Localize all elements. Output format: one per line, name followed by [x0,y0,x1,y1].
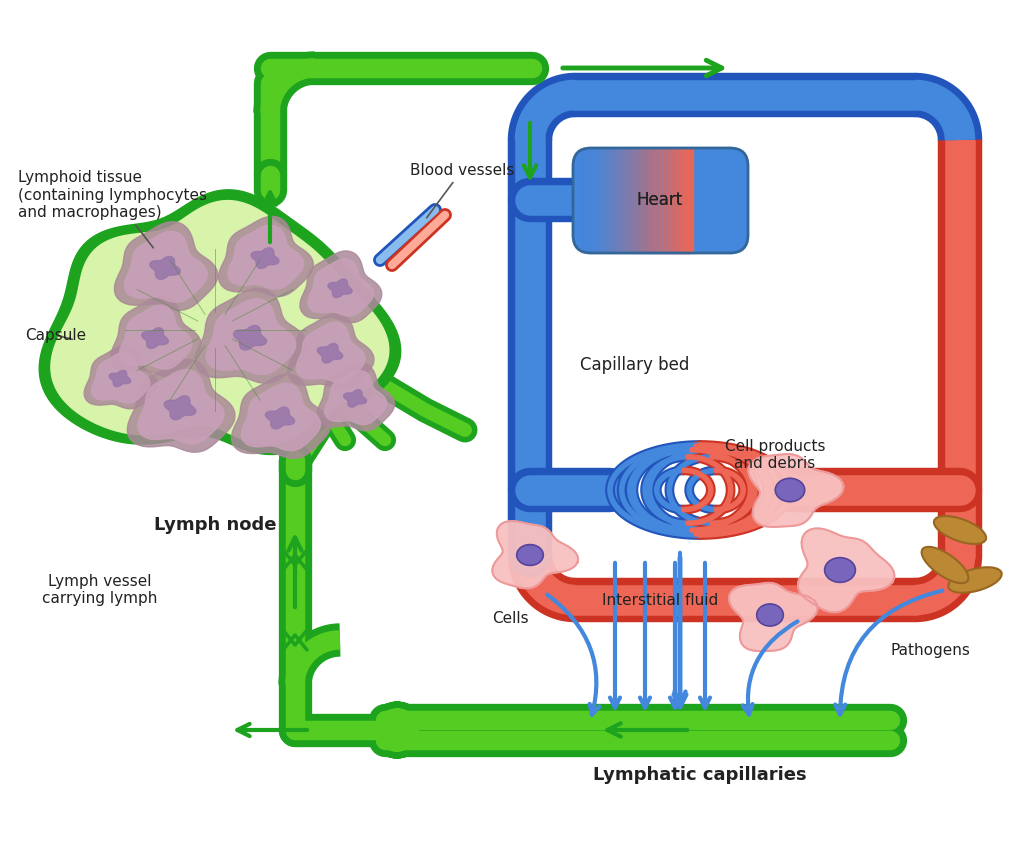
Ellipse shape [775,479,805,501]
Polygon shape [798,529,894,612]
Bar [585,148,591,253]
Polygon shape [91,352,150,403]
Bar [589,148,595,253]
Bar [679,148,685,253]
Polygon shape [164,396,196,420]
Text: Capillary bed: Capillary bed [580,356,689,374]
Polygon shape [288,313,374,390]
Text: Lymphoid tissue
(containing lymphocytes
and macrophages): Lymphoid tissue (containing lymphocytes … [18,170,207,248]
Polygon shape [219,216,313,296]
Polygon shape [120,305,191,369]
Text: Heart: Heart [637,191,683,209]
Polygon shape [231,374,331,458]
Polygon shape [242,383,321,451]
Polygon shape [317,343,343,363]
Text: Lymphatic capillaries: Lymphatic capillaries [593,766,807,784]
Polygon shape [196,288,307,383]
Polygon shape [115,222,218,310]
Text: Pathogens: Pathogens [890,643,970,657]
Bar [621,148,626,253]
Polygon shape [749,454,844,527]
Text: Interstitial fluid: Interstitial fluid [602,593,718,607]
Ellipse shape [948,567,1001,593]
Polygon shape [317,363,394,431]
Polygon shape [84,346,158,409]
Text: Lymph vessel
carrying lymph: Lymph vessel carrying lymph [42,573,158,606]
Polygon shape [138,369,224,444]
Bar [616,148,623,253]
Bar [604,148,610,253]
Polygon shape [308,258,374,316]
Bar [664,148,670,253]
Bar [632,148,638,253]
Bar [647,148,653,253]
Bar [628,148,634,253]
Polygon shape [39,190,400,455]
Polygon shape [111,296,201,377]
Bar [687,148,693,253]
Bar [593,148,599,253]
Polygon shape [265,407,295,429]
Bar [624,148,630,253]
Bar [640,148,646,253]
Bar [608,148,614,253]
Polygon shape [251,248,279,268]
Text: Blood vessels: Blood vessels [410,163,514,218]
Polygon shape [328,279,352,297]
Bar [600,148,606,253]
Bar [644,148,649,253]
Polygon shape [228,225,304,289]
Bar [573,148,579,253]
Polygon shape [127,359,234,452]
Bar [671,148,677,253]
FancyBboxPatch shape [573,148,748,253]
Bar [636,148,642,253]
Polygon shape [300,251,382,323]
Text: Cells: Cells [492,611,528,625]
Bar [651,148,657,253]
Polygon shape [233,325,266,350]
Text: Cell products
and debris: Cell products and debris [725,439,825,471]
Ellipse shape [922,547,969,584]
Ellipse shape [934,516,986,544]
Bar [612,148,618,253]
Bar [655,148,662,253]
Polygon shape [141,328,168,348]
Polygon shape [296,322,366,383]
Polygon shape [150,257,180,280]
Bar [659,148,666,253]
Bar [581,148,587,253]
Polygon shape [325,371,387,424]
Bar [683,148,689,253]
Polygon shape [493,521,579,589]
Ellipse shape [517,545,544,566]
Polygon shape [110,370,131,387]
Polygon shape [729,583,817,651]
Text: Capsule: Capsule [25,328,86,342]
Text: Lymph node: Lymph node [154,516,276,534]
Polygon shape [206,299,296,374]
Bar [668,148,673,253]
Polygon shape [344,390,367,407]
Bar [597,148,602,253]
Bar [577,148,583,253]
Polygon shape [125,231,207,302]
Ellipse shape [757,604,783,626]
Ellipse shape [824,557,855,583]
Polygon shape [51,201,389,445]
Text: Heart: Heart [637,191,683,209]
Bar [675,148,681,253]
